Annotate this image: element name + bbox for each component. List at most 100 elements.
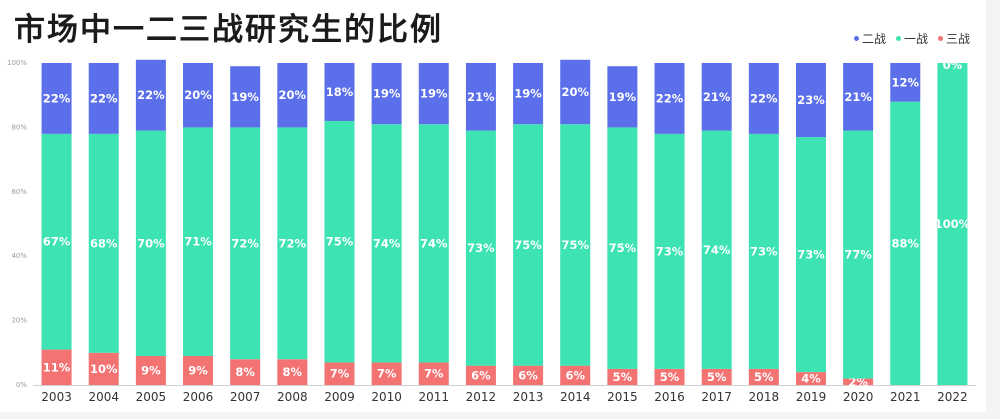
bar-segment (795, 137, 826, 373)
data-label: 21% (703, 90, 731, 104)
bar-segment (371, 124, 402, 363)
data-label: 75% (514, 238, 542, 252)
bar-segment (843, 130, 874, 379)
data-label: 68% (90, 236, 118, 250)
x-tick-label: 2007 (230, 390, 261, 404)
y-tick-label: 60% (11, 188, 27, 196)
data-label: 8% (283, 365, 303, 379)
bar-segment (701, 368, 732, 385)
bar-segment (654, 368, 685, 385)
data-label: 19% (420, 87, 448, 101)
x-tick-label: 2017 (701, 390, 732, 404)
bar-segment (795, 372, 826, 385)
bar-segment (418, 124, 449, 363)
bar-segment (654, 133, 685, 369)
bar-segment (183, 63, 214, 128)
stacked-bar-chart: 0% 20% 40% 60% 80% 100% 11% 67% 22% 2003 10% 68% 22%… (7, 58, 976, 404)
bar-segment (324, 63, 355, 121)
data-label: 19% (231, 90, 259, 104)
x-tick-label: 2019 (796, 390, 827, 404)
bar-segment (41, 133, 72, 350)
y-tick-label: 40% (11, 252, 27, 260)
bar-segment (748, 368, 779, 385)
bar-segment (843, 63, 874, 131)
bar-segment (277, 359, 308, 385)
legend-item[interactable]: 二战 (853, 30, 886, 47)
legend-label: 二战 (861, 32, 886, 46)
bar-segment (701, 63, 732, 131)
data-label: 21% (467, 90, 495, 104)
x-tick-label: 2011 (419, 390, 450, 404)
data-label: 88% (892, 236, 920, 250)
data-label: 73% (797, 248, 825, 262)
x-tick-label: 2004 (88, 390, 119, 404)
x-tick-label: 2003 (41, 390, 72, 404)
bar-segment (937, 63, 968, 385)
bar-segment (183, 127, 214, 357)
x-tick-label: 2010 (371, 390, 402, 404)
bar-segment (607, 66, 638, 128)
legend-item[interactable]: 一战 (895, 30, 928, 47)
data-label: 20% (561, 85, 589, 99)
bar-segment (277, 127, 308, 360)
bar-segment (843, 378, 874, 385)
bar-segment (701, 130, 732, 369)
data-label: 22% (656, 91, 684, 105)
legend-item[interactable]: 三战 (937, 30, 970, 47)
x-tick-label: 2012 (466, 390, 497, 404)
data-label: 70% (137, 236, 165, 250)
data-label: 5% (660, 370, 680, 384)
data-label: 9% (141, 364, 161, 378)
data-label: 12% (892, 75, 920, 89)
bar-segment (230, 66, 261, 128)
bar-segment (88, 63, 119, 134)
bar-segment (371, 63, 402, 125)
bar-segment (607, 368, 638, 385)
bar-segment (560, 59, 591, 125)
bar-segment (418, 63, 449, 125)
bar-segment (465, 365, 496, 385)
data-label: 19% (609, 90, 637, 104)
bar-segment (560, 124, 591, 366)
data-label: 75% (326, 235, 354, 249)
data-label: 74% (420, 236, 448, 250)
data-label: 71% (184, 235, 212, 249)
data-label: 22% (750, 91, 778, 105)
bar-segment (890, 101, 921, 385)
x-tick-label: 2018 (749, 390, 780, 404)
bar-segment (183, 356, 214, 385)
bar-segment (88, 133, 119, 353)
data-label: 73% (467, 241, 495, 255)
x-tick-label: 2016 (654, 390, 685, 404)
data-label: 23% (797, 93, 825, 107)
data-label: 9% (188, 364, 208, 378)
bar-segment (513, 365, 544, 385)
bar-segment (513, 124, 544, 366)
bar-segment (465, 130, 496, 366)
data-label: 7% (424, 367, 444, 381)
data-label: 21% (844, 90, 872, 104)
data-label: 5% (707, 370, 727, 384)
data-label: 20% (279, 88, 307, 102)
data-label: 11% (43, 360, 71, 374)
data-label: 19% (514, 87, 542, 101)
bar-segment (748, 63, 779, 134)
bar-segment (88, 352, 119, 385)
data-label: 19% (373, 87, 401, 101)
data-label: 22% (90, 91, 118, 105)
data-label: 18% (326, 85, 354, 99)
data-label: 75% (609, 241, 637, 255)
chart-title: 市场中一二三战研究生的比例 (14, 12, 443, 48)
x-tick-label: 2008 (277, 390, 308, 404)
y-tick-label: 20% (11, 317, 27, 325)
bar-segment (135, 130, 166, 357)
x-tick-label: 2013 (513, 390, 544, 404)
bar-segment (324, 362, 355, 385)
x-tick-label: 2006 (183, 390, 214, 404)
y-tick-label: 80% (11, 123, 27, 131)
data-label: 100% (935, 217, 971, 231)
x-tick-label: 2022 (937, 390, 968, 404)
legend-dot-icon (895, 36, 901, 41)
x-tick-label: 2009 (324, 390, 355, 404)
bar-segment (607, 127, 638, 369)
